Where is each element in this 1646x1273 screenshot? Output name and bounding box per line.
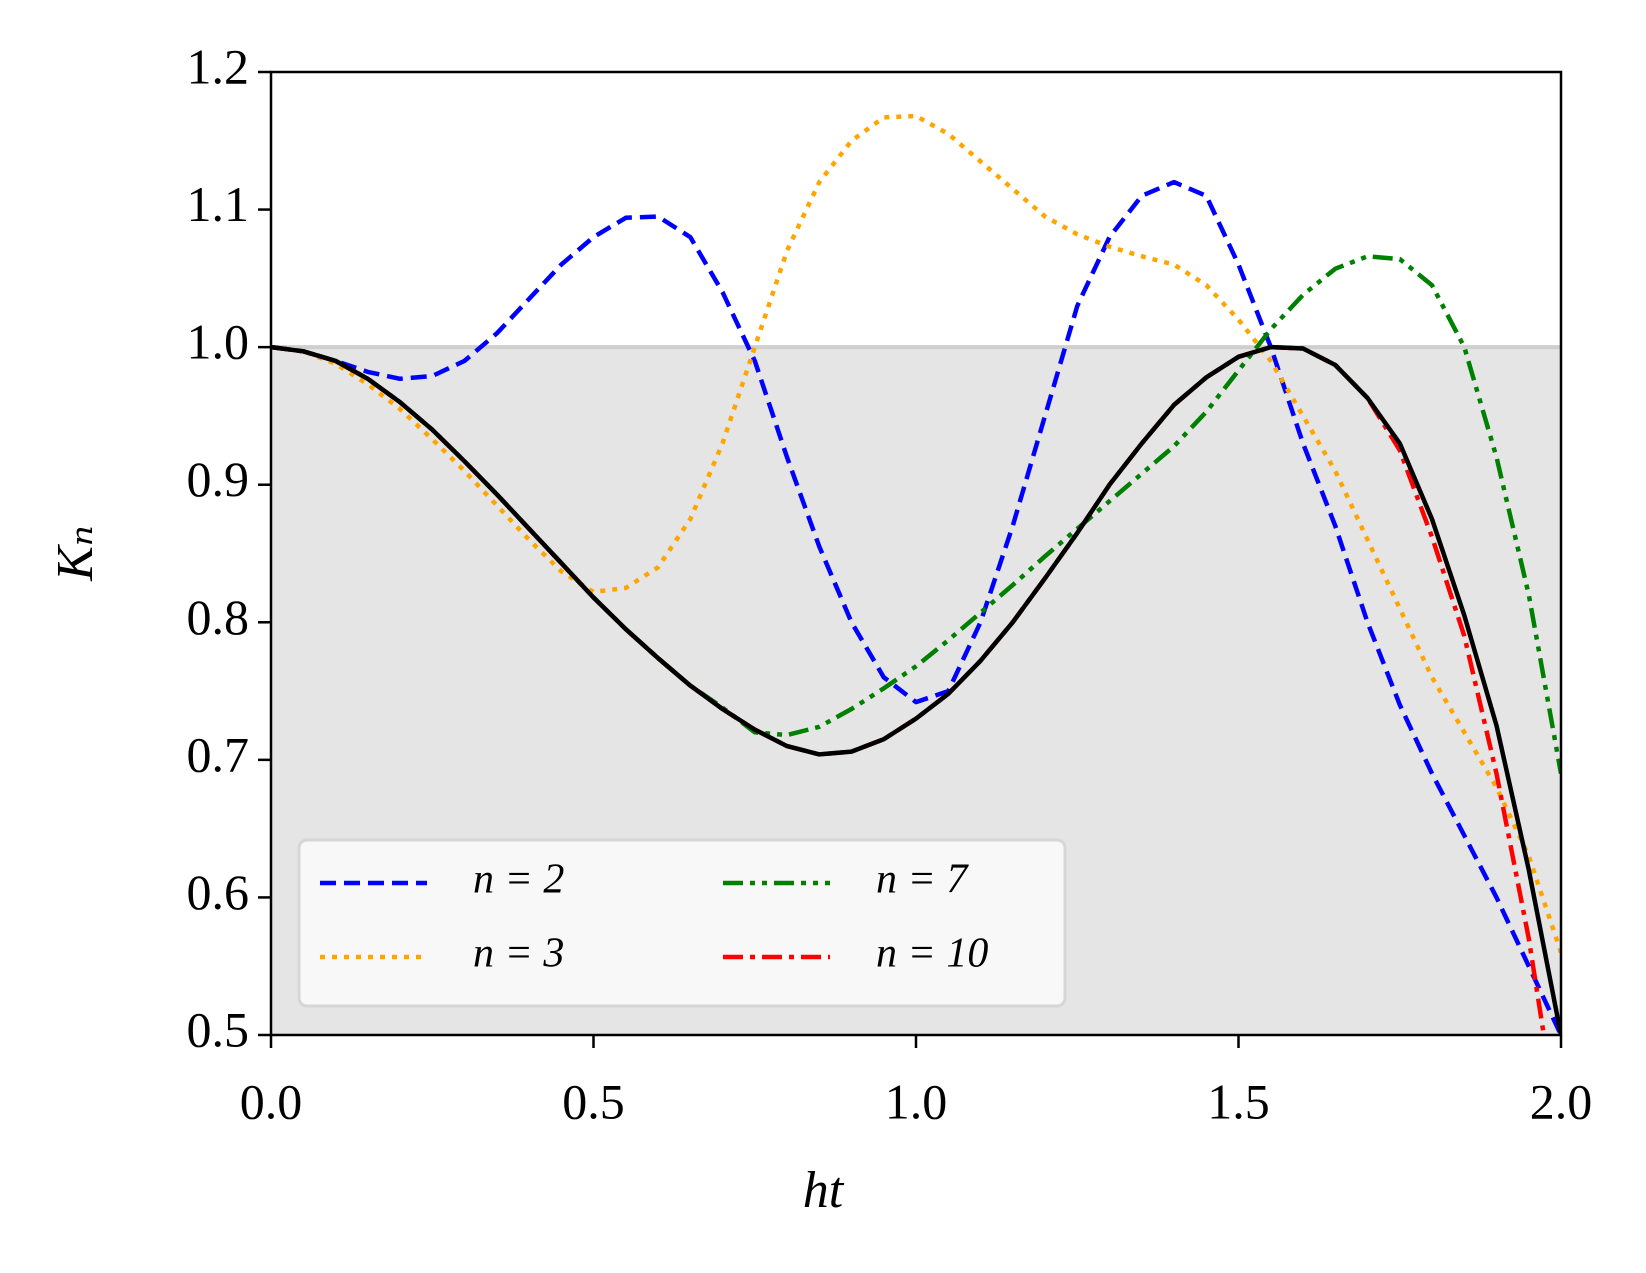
y-tick-label: 0.7 (187, 726, 250, 782)
y-tick-label: 0.9 (187, 451, 250, 507)
legend-label: n = 10 (876, 931, 988, 977)
series-line (271, 344, 1561, 1035)
x-tick-label: 0.0 (240, 1073, 303, 1129)
x-tick-label: 0.5 (562, 1073, 625, 1129)
y-tick-label: 0.6 (187, 864, 250, 920)
y-tick-label: 1.1 (187, 176, 250, 232)
x-tick-label: 2.0 (1530, 1073, 1593, 1129)
y-tick-label: 1.0 (187, 314, 250, 370)
x-tick-label: 1.0 (885, 1073, 948, 1129)
plot-frame (269, 70, 1563, 1037)
y-axis-label: Kₙ (47, 525, 104, 582)
series-line (271, 113, 1561, 954)
x-axis-label: ht (803, 1162, 845, 1219)
series-line (271, 179, 1561, 1035)
legend-label: n = 7 (876, 857, 969, 903)
x-tick-label: 1.5 (1207, 1073, 1270, 1129)
y-tick-label: 1.2 (187, 38, 250, 94)
plot-lines (271, 113, 1561, 1035)
y-tick-label: 0.8 (187, 589, 250, 645)
legend-label: n = 2 (473, 857, 564, 903)
legend-box (297, 838, 1067, 1008)
legend-label: n = 3 (473, 931, 564, 977)
y-tick-label: 0.5 (187, 1001, 250, 1057)
